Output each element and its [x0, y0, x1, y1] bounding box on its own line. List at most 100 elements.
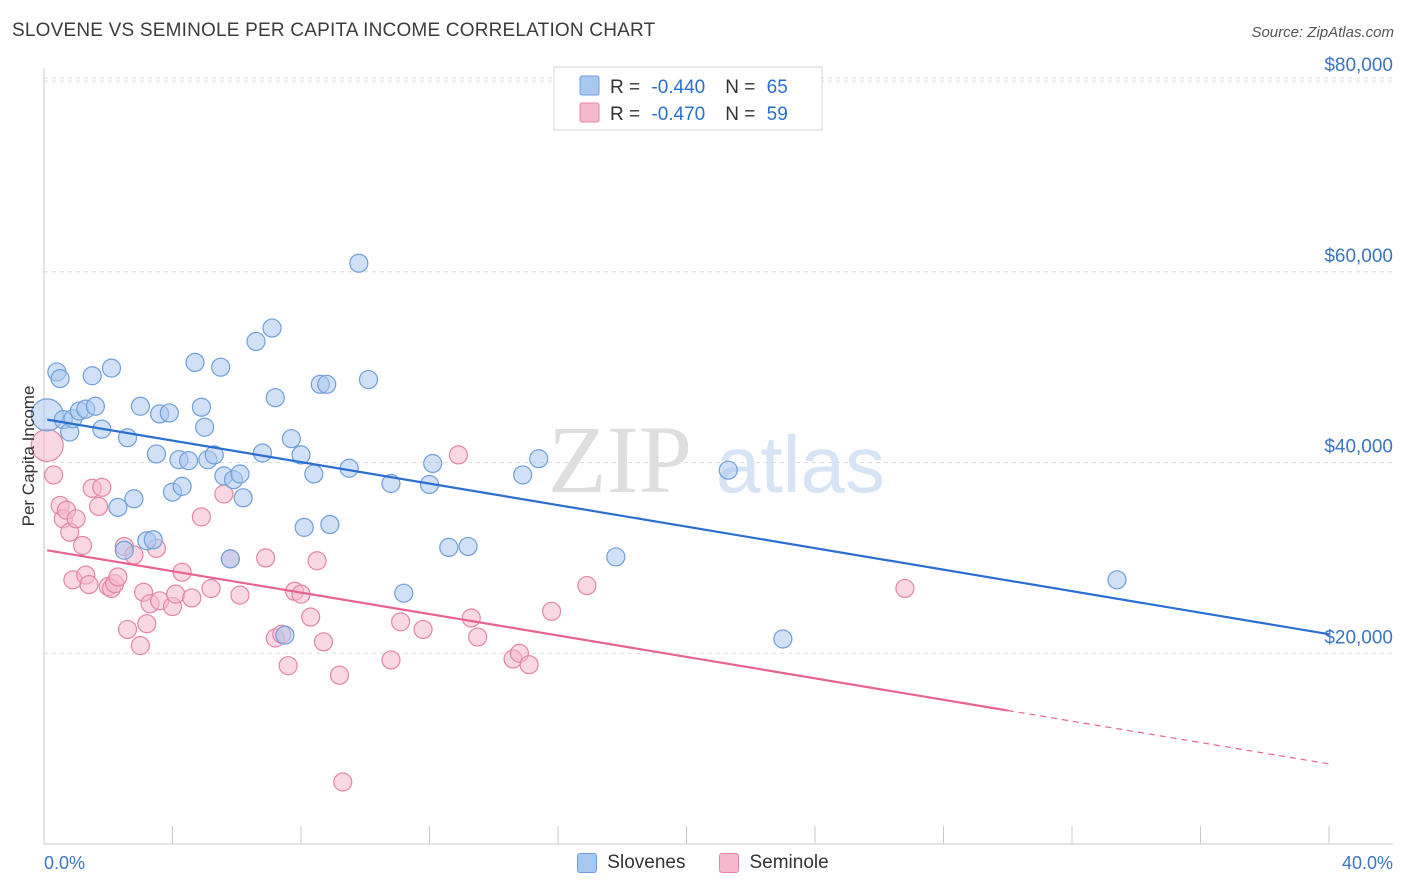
- slovenes-trend-line: [47, 418, 1330, 636]
- slovenes-point-33: [220, 549, 240, 569]
- seminole-point-48: [413, 619, 433, 640]
- slovenes-point-9: [85, 396, 106, 416]
- seminole-point-23: [137, 614, 157, 634]
- legend-seminole-n-label: N =: [725, 104, 760, 125]
- legend-bottom: Slovenes Seminole: [0, 852, 1406, 874]
- slovenes-point-28: [195, 417, 215, 437]
- grid-lines: [44, 77, 1393, 654]
- slovenes-point-45: [304, 464, 324, 484]
- seminole-point-30: [182, 588, 202, 608]
- seminole-point-46: [381, 650, 401, 670]
- seminole-point-54: [519, 655, 539, 675]
- slovenes-point-40: [265, 388, 285, 408]
- legend-seminole-swatch: [579, 102, 600, 123]
- seminole-point-51: [468, 627, 488, 647]
- slovenes-point-8: [82, 366, 102, 386]
- chart-title: SLOVENE VS SEMINOLE PER CAPITA INCOME CO…: [12, 20, 656, 41]
- legend-label-seminole: Seminole: [749, 852, 829, 873]
- legend-seminole-n-value: 59: [767, 104, 788, 125]
- legend-label-slovenes: Slovenes: [607, 852, 686, 873]
- seminole-point-57: [895, 578, 915, 599]
- slovenes-point-43: [291, 445, 311, 465]
- y-axis-label: Per Capita Income: [19, 386, 38, 527]
- slovenes-point-39: [262, 318, 282, 338]
- y-tick-label-2: $60,000: [1324, 246, 1393, 267]
- seminole-point-42: [307, 551, 327, 571]
- slovenes-point-38: [252, 443, 273, 463]
- seminole-point-43: [313, 632, 334, 652]
- legend-slovenes-swatch: [579, 75, 600, 96]
- seminole-point-35: [230, 585, 250, 605]
- seminole-point-50: [461, 608, 481, 628]
- legend-slovenes-n-value: 65: [767, 77, 788, 98]
- slovenes-points: [30, 253, 1127, 649]
- legend-item-slovenes[interactable]: Slovenes: [577, 852, 685, 874]
- seminole-point-45: [333, 772, 353, 792]
- slovenes-point-50: [349, 253, 369, 273]
- slovenes-point-30: [204, 445, 224, 465]
- watermark-atlas: atlas: [716, 420, 885, 509]
- legend-seminole-r-value: -0.470: [651, 104, 705, 125]
- slovenes-point-16: [130, 396, 150, 416]
- slovenes-point-27: [191, 397, 212, 417]
- source-label: Source: ZipAtlas.com: [1251, 24, 1394, 41]
- seminole-point-32: [201, 578, 221, 599]
- seminole-point-12: [89, 496, 109, 517]
- slovenes-point-2: [50, 369, 70, 389]
- slovenes-point-59: [529, 449, 549, 469]
- seminole-point-19: [117, 619, 138, 640]
- seminole-trend-line: [47, 549, 1008, 712]
- legend-slovenes-r-value: -0.440: [651, 77, 705, 98]
- slovenes-point-13: [114, 540, 134, 560]
- slovenes-point-48: [320, 514, 340, 535]
- trend-lines: [47, 418, 1330, 765]
- slovenes-point-51: [358, 369, 379, 390]
- seminole-point-47: [390, 612, 411, 632]
- slovenes-point-63: [1107, 570, 1127, 590]
- legend-slovenes-r-label: R =: [610, 77, 645, 98]
- seminole-point-44: [329, 665, 350, 685]
- x-tick-label-min: 0.0%: [44, 853, 85, 873]
- slovenes-point-62: [773, 629, 793, 649]
- slovenes-point-15: [124, 489, 144, 509]
- seminole-point-36: [256, 548, 276, 568]
- seminole-trend-extension: [1007, 709, 1330, 765]
- legend-top: R = -0.440 N = 65 R = -0.470 N = 59: [553, 66, 823, 131]
- seminole-point-41: [301, 607, 321, 627]
- seminole-point-17: [108, 567, 128, 587]
- slovenes-point-19: [146, 444, 167, 464]
- x-ticks: [43, 826, 1330, 844]
- slovenes-point-24: [172, 476, 192, 496]
- slovenes-point-21: [159, 403, 179, 423]
- seminole-point-8: [72, 535, 93, 556]
- seminole-point-28: [166, 584, 186, 604]
- seminole-point-56: [577, 575, 597, 596]
- legend-item-seminole[interactable]: Seminole: [719, 852, 829, 874]
- slovenes-point-60: [606, 547, 626, 567]
- slovenes-point-55: [423, 453, 443, 474]
- legend-seminole-r-label: R =: [610, 104, 645, 125]
- seminole-point-7: [66, 509, 86, 529]
- slovenes-point-35: [230, 464, 250, 484]
- legend-swatch-seminole: [719, 853, 740, 873]
- y-tick-label-3: $80,000: [1324, 55, 1393, 76]
- x-tick-label-max: 40.0%: [1342, 853, 1393, 873]
- seminole-point-55: [541, 601, 562, 621]
- slovenes-point-42: [281, 429, 301, 449]
- slovenes-point-47: [317, 374, 337, 394]
- watermark-zip: ZIP: [548, 406, 692, 513]
- slovenes-point-31: [211, 357, 231, 377]
- watermark: ZIP atlas: [548, 406, 885, 513]
- slovenes-point-44: [294, 517, 314, 537]
- y-tick-label-1: $40,000: [1324, 437, 1393, 458]
- seminole-point-49: [448, 445, 469, 465]
- slovenes-point-58: [513, 465, 533, 485]
- seminole-point-39: [278, 656, 298, 676]
- y-tick-labels: $20,000 $40,000 $60,000 $80,000: [1324, 55, 1393, 648]
- seminole-point-10: [79, 575, 99, 595]
- slovenes-point-12: [108, 497, 128, 517]
- legend-slovenes-n-label: N =: [725, 77, 760, 98]
